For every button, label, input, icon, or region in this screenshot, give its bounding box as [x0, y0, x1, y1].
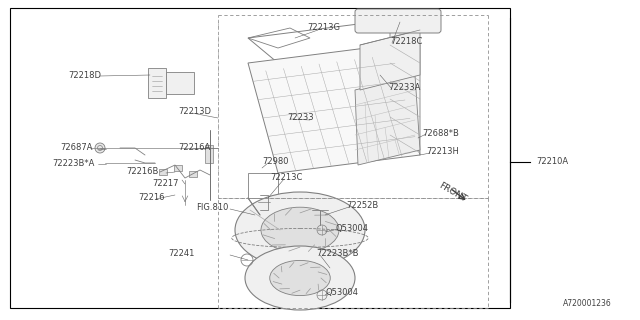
- Bar: [174, 165, 182, 171]
- Bar: [166, 72, 194, 94]
- Text: 72213D: 72213D: [178, 108, 211, 116]
- Bar: [10, 8, 510, 308]
- Text: 72213C: 72213C: [270, 173, 302, 182]
- Text: 72980: 72980: [262, 157, 289, 166]
- Bar: [148, 68, 166, 98]
- Ellipse shape: [235, 192, 365, 268]
- Text: 72210A: 72210A: [536, 157, 568, 166]
- Text: 72216: 72216: [138, 194, 164, 203]
- Ellipse shape: [269, 260, 330, 296]
- Text: 72213H: 72213H: [426, 148, 459, 156]
- Text: 72217: 72217: [152, 179, 179, 188]
- Text: FRONT: FRONT: [437, 180, 468, 204]
- Text: 72233A: 72233A: [388, 84, 420, 92]
- Polygon shape: [248, 45, 420, 173]
- Text: 72688*B: 72688*B: [422, 129, 459, 138]
- Text: 72233: 72233: [287, 114, 314, 123]
- Polygon shape: [360, 30, 420, 90]
- Polygon shape: [390, 20, 420, 155]
- Bar: [189, 171, 197, 177]
- Text: 72223B*A: 72223B*A: [52, 158, 94, 167]
- Text: 72687A: 72687A: [60, 143, 93, 153]
- FancyBboxPatch shape: [355, 9, 441, 33]
- Text: 72216B: 72216B: [126, 167, 158, 177]
- Text: Q53004: Q53004: [336, 223, 369, 233]
- Text: 72241: 72241: [168, 250, 195, 259]
- Text: 72223B*B: 72223B*B: [316, 250, 358, 259]
- Bar: [159, 169, 167, 175]
- Text: 72216A: 72216A: [178, 143, 211, 153]
- Text: 72218D: 72218D: [68, 70, 101, 79]
- Circle shape: [95, 143, 105, 153]
- Bar: [205, 145, 213, 163]
- Polygon shape: [355, 75, 420, 165]
- Text: 72218C: 72218C: [390, 37, 422, 46]
- Ellipse shape: [261, 207, 339, 253]
- Text: 72252B: 72252B: [346, 202, 378, 211]
- Text: 72213G: 72213G: [307, 23, 340, 33]
- Text: Q53004: Q53004: [326, 287, 359, 297]
- Text: A720001236: A720001236: [563, 299, 612, 308]
- Text: FIG.810: FIG.810: [196, 204, 228, 212]
- Ellipse shape: [245, 246, 355, 310]
